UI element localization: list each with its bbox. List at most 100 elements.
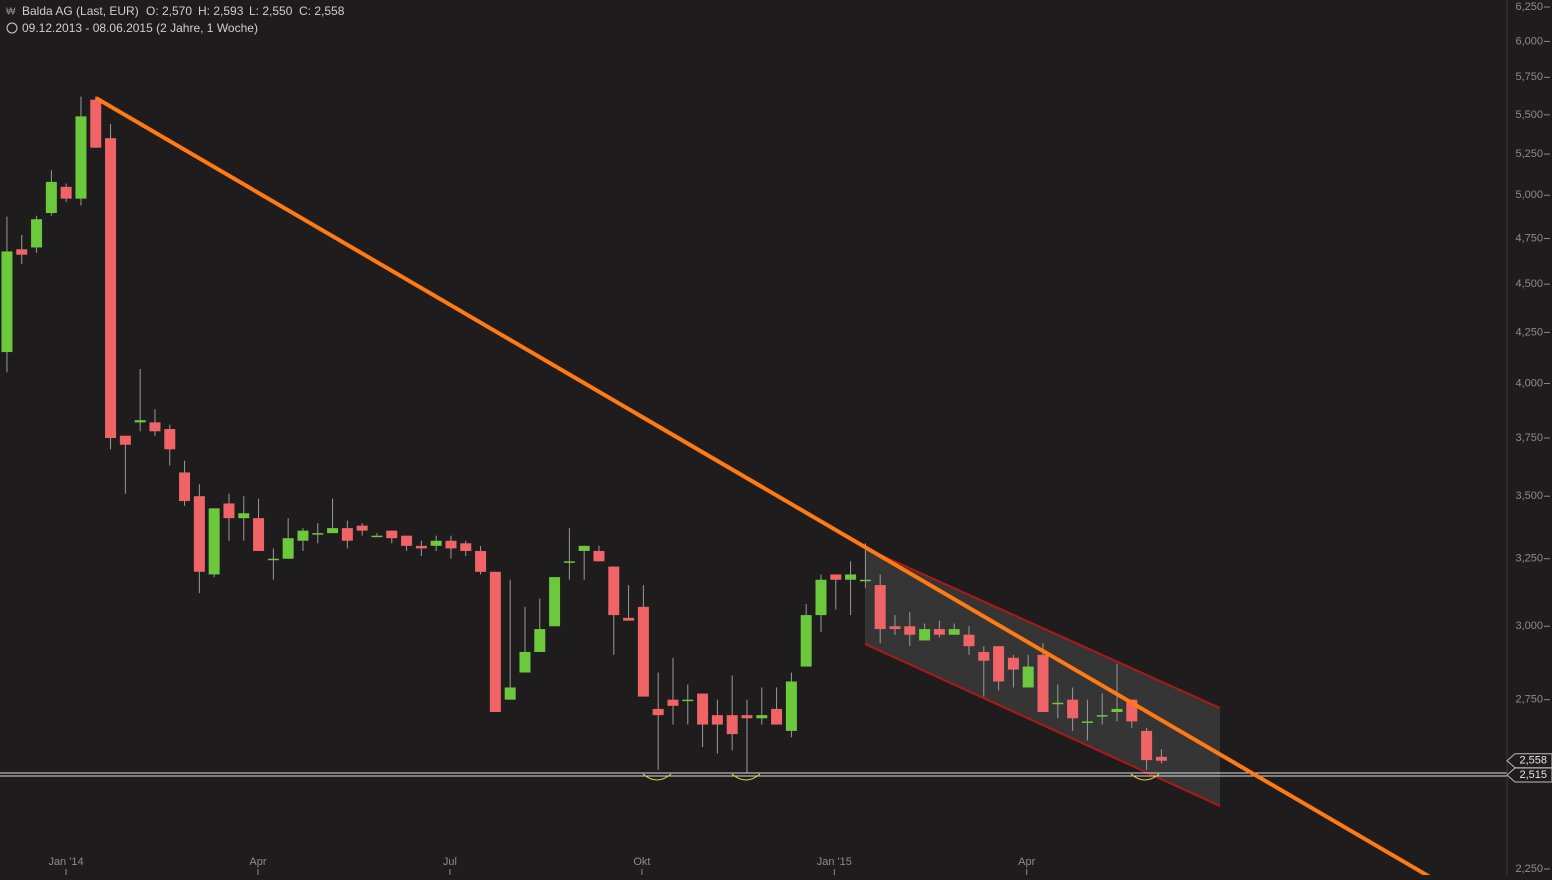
candle-body xyxy=(889,626,901,630)
candle-body xyxy=(164,429,176,450)
candle-body xyxy=(726,715,738,735)
y-tick-label: 6,250 xyxy=(1515,1,1543,13)
candle-body xyxy=(430,540,442,546)
header-value: C: 2,558 xyxy=(299,4,345,18)
candle-body xyxy=(1007,657,1019,670)
candle-body xyxy=(785,681,797,731)
candle-body xyxy=(1081,721,1093,723)
candle-body xyxy=(904,626,916,635)
candle-body xyxy=(60,186,72,199)
candle-body xyxy=(193,496,205,572)
candle-body xyxy=(105,138,117,438)
y-tick-label: 3,000 xyxy=(1515,620,1543,632)
candle-body xyxy=(1126,699,1138,722)
candle-body xyxy=(1141,730,1153,761)
y-tick-label: 5,500 xyxy=(1515,109,1543,121)
candle-body xyxy=(253,518,265,551)
candle-body xyxy=(415,545,427,549)
candle-body xyxy=(874,585,886,630)
candle-body xyxy=(578,545,590,551)
candle-body xyxy=(667,699,679,706)
y-tick-label: 4,000 xyxy=(1515,377,1543,389)
x-tick-label: Apr xyxy=(1018,856,1035,868)
candle-body xyxy=(1067,699,1079,719)
candle-body xyxy=(223,503,235,519)
icon: ₩ xyxy=(6,7,16,18)
candle-body xyxy=(327,528,339,534)
candle-body xyxy=(297,530,309,541)
candle-body xyxy=(534,629,546,652)
chart-title: Balda AG (Last, EUR) xyxy=(22,4,139,18)
subtitle: 09.12.2013 - 08.06.2015 (2 Jahre, 1 Woch… xyxy=(22,21,258,35)
axes: 2,250 2,750 3,000 3,250 3,500 3,750 4,000 4,250… xyxy=(48,1,1550,875)
channel-upper xyxy=(864,547,1221,709)
x-tick-label: Jan '15 xyxy=(817,856,852,868)
candle-body xyxy=(919,629,931,641)
candle-body xyxy=(90,99,102,148)
y-tick-label: 4,250 xyxy=(1515,326,1543,338)
candle-body xyxy=(341,528,353,541)
candle-body xyxy=(179,472,191,502)
y-tick-label: 5,750 xyxy=(1515,71,1543,83)
y-tick-label: 3,250 xyxy=(1515,553,1543,565)
channel-lower xyxy=(864,643,1221,807)
candle-body xyxy=(711,715,723,725)
x-tick-label: Okt xyxy=(633,856,650,868)
candle-body xyxy=(1111,708,1123,713)
candle-body xyxy=(75,116,87,199)
candle-body xyxy=(800,615,812,667)
candle-body xyxy=(356,525,368,531)
candle-body xyxy=(623,617,635,621)
candle-body xyxy=(489,571,501,713)
header-value: H: 2,593 xyxy=(198,4,244,18)
candle-body xyxy=(31,219,43,248)
candle-body xyxy=(978,651,990,661)
y-tick-label: 3,750 xyxy=(1515,432,1543,444)
price-tag-label: 2,515 xyxy=(1519,769,1547,781)
candle-body xyxy=(1,251,13,353)
y-tick-label: 2,750 xyxy=(1515,694,1543,706)
x-tick-label: Jan '14 xyxy=(48,856,83,868)
candle-body xyxy=(652,708,664,716)
candle-body xyxy=(815,579,827,616)
candle-body xyxy=(519,651,531,673)
candle-body xyxy=(312,533,324,535)
header: ₩ Balda AG (Last, EUR) O: 2,570 H: 2,593… xyxy=(6,4,345,35)
low-marker xyxy=(731,773,761,781)
candle-body xyxy=(830,574,842,580)
candle-body xyxy=(45,181,57,213)
candle-body xyxy=(1155,756,1167,761)
candle-body xyxy=(845,574,857,580)
candle-body xyxy=(771,708,783,725)
candle-body xyxy=(16,249,28,255)
y-tick-label: 4,500 xyxy=(1515,278,1543,290)
candle-body xyxy=(1096,715,1108,717)
candle-body xyxy=(608,566,620,616)
candle-body xyxy=(119,435,131,445)
price-tag-label: 2,558 xyxy=(1519,755,1547,767)
candle-body xyxy=(697,693,709,725)
price-tag xyxy=(1506,767,1552,783)
candle-body xyxy=(756,715,768,719)
low-marker xyxy=(1130,773,1160,781)
candle-body xyxy=(504,687,516,700)
candle-body xyxy=(386,530,398,539)
candle-body xyxy=(208,508,220,575)
candle-body xyxy=(282,538,294,559)
candle-body xyxy=(637,606,649,697)
y-tick-label: 2,250 xyxy=(1515,863,1543,875)
candle-body xyxy=(445,540,457,549)
y-tick-label: 6,000 xyxy=(1515,35,1543,47)
candle-body xyxy=(859,579,871,582)
annotations-over xyxy=(0,96,1507,879)
candle-body xyxy=(149,422,161,432)
x-tick-label: Jul xyxy=(443,856,457,868)
candle-body xyxy=(267,558,279,561)
candle-body xyxy=(238,513,250,519)
y-tick-label: 3,500 xyxy=(1515,490,1543,502)
y-tick-label: 5,000 xyxy=(1515,189,1543,201)
candle-body xyxy=(1052,702,1064,705)
